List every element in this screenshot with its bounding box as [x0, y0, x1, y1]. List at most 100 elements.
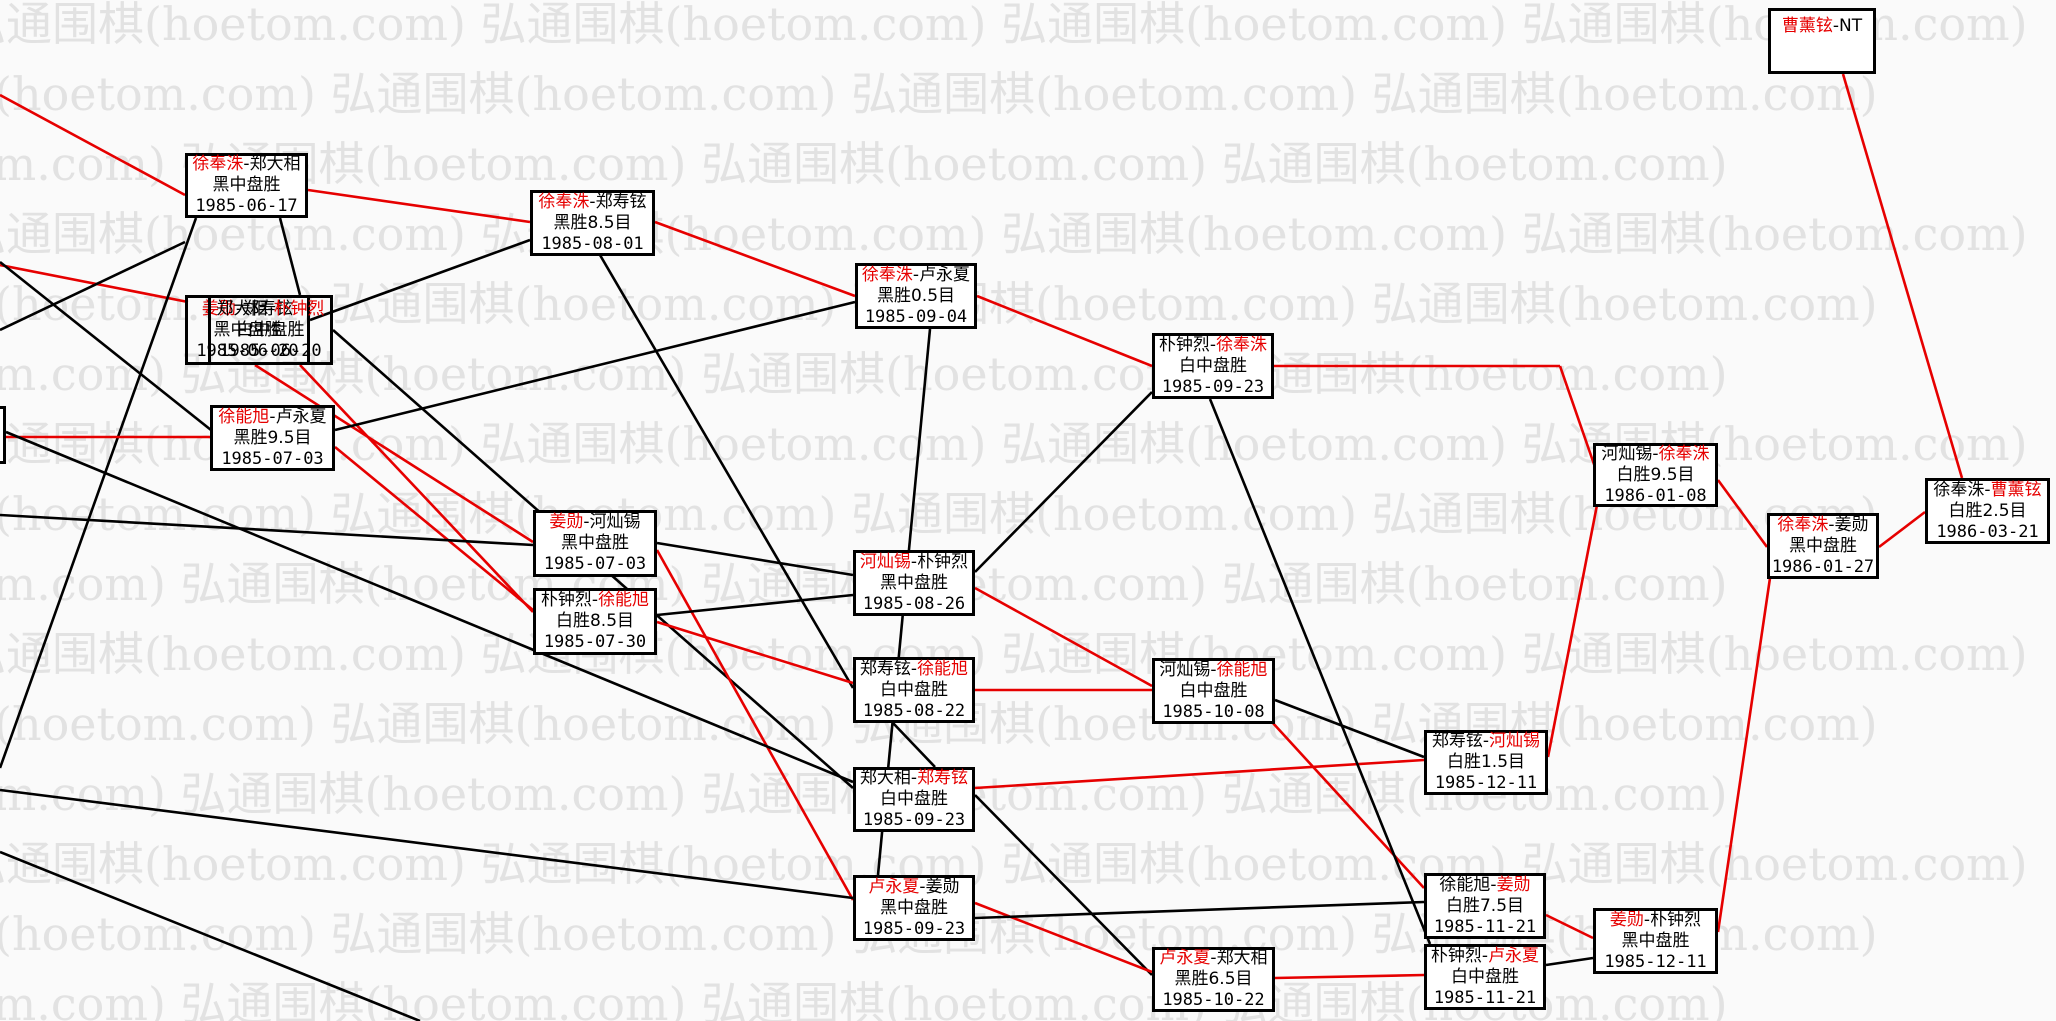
game-box-n13[interactable]: 郑大相-郑寿铉 白中盘胜 1985-09-23 — [853, 767, 975, 832]
white-player-name: 郑大相 — [1216, 948, 1268, 968]
game-box-n12[interactable]: 河灿锡-徐能旭 白中盘胜 1985-10-08 — [1152, 658, 1275, 724]
game-date: 1986-01-08 — [1604, 485, 1707, 506]
game-box-n21[interactable]: 徐奉洙-姜勋 黑中盘胜 1986-01-27 — [1767, 513, 1879, 579]
white-player-name: 徐能旭 — [917, 658, 969, 679]
loser-path-edge — [598, 254, 855, 689]
game-box-n9[interactable]: 朴钟烈-徐能旭 白胜8.5目 1985-07-30 — [533, 588, 657, 655]
winner-path-edge — [299, 364, 534, 613]
game-result: 黑中盘胜 — [880, 572, 948, 593]
game-date: 1985-08-22 — [862, 700, 966, 721]
game-box-n14[interactable]: 卢永夏-姜勋 黑中盘胜 1985-09-23 — [853, 875, 975, 941]
winner-path-edge — [655, 549, 855, 901]
players-dash: - — [910, 768, 918, 788]
winner-path-edge — [974, 901, 1153, 974]
game-players: 徐奉洙-曹薰铉 — [1933, 480, 2041, 501]
game-players: 郑寿铉-河灿锡 — [1432, 731, 1540, 752]
game-box-n5[interactable]: 徐奉洙-郑寿铉 黑胜8.5目 1985-08-01 — [530, 190, 655, 256]
black-player-name: 徐能旭 — [218, 406, 270, 427]
winner-path-edge — [976, 294, 1153, 368]
game-box-n3[interactable]: 郑大相-朴钟烈 白中盘胜 1985-06-20 — [208, 295, 333, 365]
game-date: 1985-09-04 — [864, 306, 968, 327]
loser-path-edge — [5, 430, 854, 784]
winner-path-edge — [656, 620, 854, 685]
game-box-n19[interactable]: 朴钟烈-卢永夏 白中盘胜 1985-11-21 — [1424, 944, 1546, 1010]
game-result: 白中盘胜 — [1179, 355, 1247, 376]
players-dash: - — [1652, 443, 1659, 464]
white-player-name: 卢永夏 — [1488, 945, 1540, 966]
loser-path-edge — [278, 217, 302, 296]
loser-path-edge — [0, 217, 198, 769]
game-players: 卢永夏-郑大相 — [1159, 948, 1267, 969]
loser-path-edge — [892, 722, 936, 768]
game-box-n16[interactable]: 河灿锡-徐奉洙 白胜9.5目 1986-01-08 — [1593, 443, 1718, 507]
game-date: 1985-07-03 — [543, 554, 647, 574]
black-player-name: 郑寿铉 — [859, 658, 911, 679]
black-player-name: 徐奉洙 — [1777, 514, 1829, 535]
winner-path-edge — [1558, 365, 1598, 471]
winner-path-edge — [974, 758, 1425, 790]
players-dash: - — [910, 551, 918, 572]
white-player-name: NT — [1839, 16, 1863, 36]
white-player-name: 卢永夏 — [919, 264, 971, 285]
game-players: 徐能旭-卢永夏 — [218, 407, 326, 428]
black-player-name: 徐奉洙 — [861, 264, 913, 285]
winner-path-edge — [334, 445, 534, 612]
game-box-n22[interactable]: 徐奉洙-曹薰铉 白胜2.5目 1986-03-21 — [1925, 478, 2050, 544]
white-player-name: 朴钟烈 — [1650, 909, 1702, 930]
players-dash: - — [1643, 909, 1651, 930]
game-box-n4[interactable]: 徐能旭-卢永夏 黑胜9.5目 1985-07-03 — [210, 405, 335, 471]
game-result: 白中盘胜 — [880, 679, 948, 700]
winner-path-edge — [1716, 577, 1772, 933]
black-player-name: 姜勋 — [1609, 909, 1644, 930]
black-player-name: 曹薰铉 — [1781, 16, 1833, 36]
white-player-name: 郑寿铉 — [242, 298, 294, 319]
loser-path-edge — [0, 513, 534, 547]
white-player-name: 徐奉洙 — [1216, 334, 1268, 355]
game-result: 白胜9.5目 — [1616, 464, 1695, 485]
winner-path-edge — [254, 363, 534, 544]
winner-path-edge — [0, 263, 189, 304]
game-result: 白胜1.5目 — [1446, 752, 1526, 772]
black-player-name: 徐奉洙 — [192, 154, 244, 174]
black-player-name: 河灿锡 — [859, 551, 911, 572]
game-result: 黑中盘胜 — [561, 533, 629, 553]
game-result: 白胜8.5目 — [555, 611, 635, 631]
players-dash: - — [919, 876, 926, 897]
game-date: 1985-10-08 — [1162, 701, 1265, 722]
game-box-n8[interactable]: 姜勋-河灿锡 黑中盘胜 1985-07-03 — [533, 510, 657, 577]
game-result: 黑中盘胜 — [880, 897, 948, 918]
game-box-n15[interactable]: 卢永夏-郑大相 黑胜6.5目 1985-10-22 — [1152, 947, 1275, 1012]
game-date: 1985-06-20 — [219, 340, 322, 361]
game-box-n24[interactable] — [0, 406, 6, 464]
black-player-name: 河灿锡 — [1159, 659, 1211, 680]
game-result: 黑中盘胜 — [212, 175, 281, 195]
black-player-name: 郑大相 — [859, 768, 911, 788]
game-result: 白中盘胜 — [880, 789, 948, 809]
game-result: 黑中盘胜 — [1621, 930, 1690, 951]
loser-path-edge — [309, 238, 531, 322]
loser-path-edge — [0, 788, 854, 900]
white-player-name: 河灿锡 — [589, 512, 641, 532]
game-players: 河灿锡-徐能旭 — [1159, 660, 1267, 681]
watermark-text: 弘通围棋(hoetom.com) 弘通围棋(hoetom.com) 弘通围棋(h… — [0, 0, 2028, 51]
game-box-n23[interactable]: 曹薰铉-NT — [1768, 8, 1876, 74]
game-box-n1[interactable]: 徐奉洙-郑大相 黑中盘胜 1985-06-17 — [185, 153, 308, 218]
game-box-n18[interactable]: 徐能旭-姜勋 白胜7.5目 1985-11-21 — [1424, 873, 1546, 939]
players-dash: - — [1209, 334, 1217, 355]
game-box-n10[interactable]: 河灿锡-朴钟烈 黑中盘胜 1985-08-26 — [853, 550, 975, 616]
game-box-n6[interactable]: 徐奉洙-卢永夏 黑胜0.5目 1985-09-04 — [855, 263, 977, 329]
players-dash: - — [1210, 659, 1217, 680]
game-box-n17[interactable]: 郑寿铉-河灿锡 白胜1.5目 1985-12-11 — [1424, 730, 1548, 795]
white-player-name: 卢永夏 — [275, 406, 327, 427]
game-date: 1985-09-23 — [1161, 376, 1265, 397]
white-player-name: 河灿锡 — [1489, 731, 1541, 751]
game-result: 黑胜8.5目 — [553, 212, 632, 233]
game-players: 卢永夏-姜勋 — [868, 877, 959, 898]
game-box-n20[interactable]: 姜勋-朴钟烈 黑中盘胜 1985-12-11 — [1593, 908, 1718, 974]
white-player-name: 郑寿铉 — [917, 768, 969, 788]
game-date: 1985-08-26 — [862, 593, 966, 614]
game-players: 徐奉洙-姜勋 — [1777, 515, 1868, 536]
game-box-n7[interactable]: 朴钟烈-徐奉洙 白中盘胜 1985-09-23 — [1152, 333, 1274, 399]
game-box-n11[interactable]: 郑寿铉-徐能旭 白中盘胜 1985-08-22 — [853, 657, 975, 723]
